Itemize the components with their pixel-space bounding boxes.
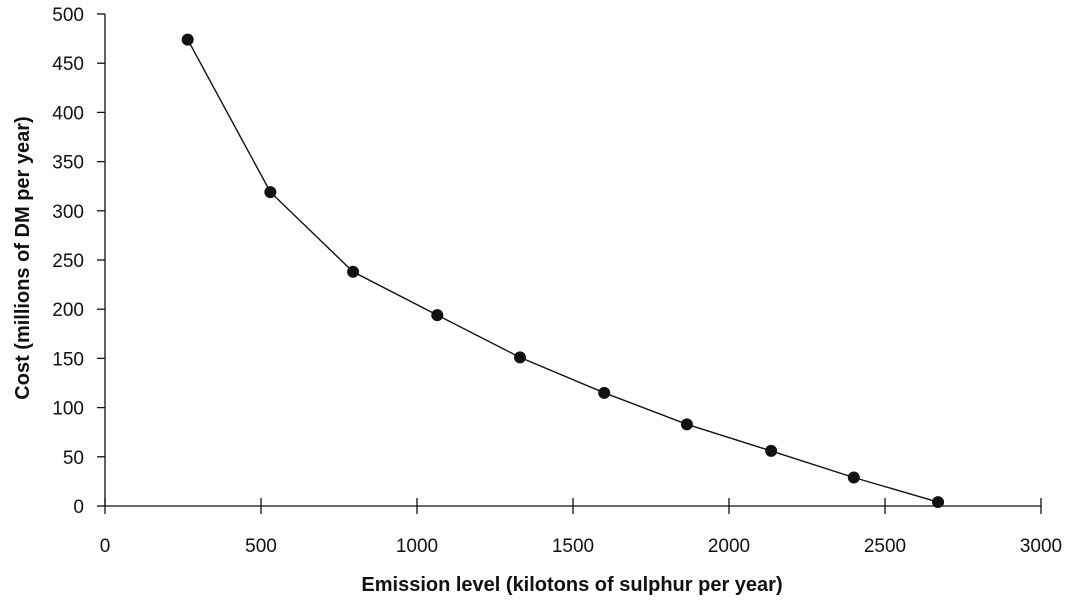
data-point: [347, 265, 360, 278]
y-axis-title: Cost (millions of DM per year): [12, 116, 34, 399]
y-tick-label: 50: [63, 448, 84, 469]
axes: [104, 14, 1041, 507]
data-point: [598, 386, 611, 399]
y-tick-label: 100: [52, 399, 84, 420]
data-point: [847, 471, 860, 484]
y-tick-label: 300: [52, 202, 84, 223]
y-tick-label: 450: [52, 54, 84, 75]
x-tick-label: 1000: [396, 536, 438, 557]
x-tick-label: 2000: [708, 536, 750, 557]
x-tick-label: 1500: [552, 536, 594, 557]
data-point: [680, 418, 693, 431]
series: [181, 33, 945, 509]
y-tick-label: 250: [52, 251, 84, 272]
x-axis-title: Emission level (kilotons of sulphur per …: [361, 574, 782, 596]
x-tick-label: 500: [245, 536, 277, 557]
ticks: [97, 13, 1042, 514]
y-tick-label: 350: [52, 153, 84, 174]
data-point: [932, 496, 945, 509]
y-tick-label: 0: [73, 497, 84, 518]
data-point: [765, 444, 778, 457]
series-line: [187, 39, 939, 503]
data-point: [431, 309, 444, 322]
data-point: [181, 33, 194, 46]
x-tick-label: 0: [100, 536, 111, 557]
x-tick-label: 3000: [1020, 536, 1062, 557]
tick-labels: 0 50 100 150 200 250 300 350 400 450 500 0 500 1000 15…: [52, 5, 1062, 557]
y-tick-label: 400: [52, 103, 84, 124]
x-tick-label: 2500: [864, 536, 906, 557]
y-tick-label: 150: [52, 349, 84, 370]
data-point: [264, 186, 277, 199]
y-tick-label: 200: [52, 300, 84, 321]
data-point: [513, 351, 526, 364]
y-tick-label: 500: [52, 5, 84, 26]
